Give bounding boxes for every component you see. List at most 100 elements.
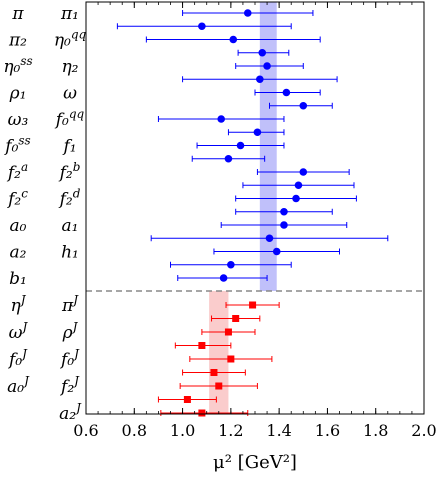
row-label-right: π₁ (60, 4, 79, 24)
blue-datum (157, 115, 285, 123)
row-label-right: h₁ (61, 243, 79, 263)
row-label-left: ηJ (11, 293, 27, 316)
data-point-circle (272, 247, 281, 256)
red-datum (182, 369, 246, 376)
blue-datum (235, 207, 333, 216)
row-label-right: f₁ (61, 137, 76, 157)
blue-datum (191, 154, 266, 163)
data-point-circle (236, 141, 245, 150)
blue-uncertainty-band (259, 2, 277, 291)
data-point-circle (265, 234, 274, 243)
row-label-left: f₀ss (3, 134, 30, 157)
data-point-square (183, 396, 191, 403)
row-label-right: f₀J (59, 347, 80, 370)
data-point-circle (258, 48, 267, 57)
x-tick-label: 1.2 (218, 421, 243, 440)
red-datum (225, 301, 280, 309)
x-tick-label: 0.8 (122, 421, 147, 440)
row-label-right: a₁ (62, 216, 79, 236)
blue-datum (268, 101, 333, 110)
data-point-square (198, 342, 206, 349)
red-datum (189, 355, 273, 363)
x-tick-label: 1.4 (266, 421, 291, 440)
axis-layer: 0.6 0.8 1.0 1.2 1.4 1.6 1.8 2.0 μ² [GeV²] (73, 1, 436, 473)
data-point-circle (217, 115, 225, 123)
data-point-square (227, 355, 235, 363)
marks-layer (116, 9, 389, 417)
x-tick-label: 1.6 (315, 421, 340, 440)
labels-layer: π π₁ π₂ η₀qq η₀ss η₂ ρ₁ ω ω₃ f₀qq f₀ss f₁ f₂a f₂b f₂c f… (3, 4, 86, 424)
blue-datum (242, 181, 355, 190)
blue-datum (254, 88, 321, 97)
blue-datum (182, 9, 314, 17)
row-label-left: ωJ (9, 320, 29, 343)
row-label-left: a₂ (10, 243, 27, 263)
red-datum (179, 382, 258, 390)
data-point-circle (224, 154, 233, 163)
data-point-circle (198, 22, 206, 31)
data-point-circle (263, 62, 271, 70)
data-point-square (215, 382, 223, 390)
row-label-left: f₂c (6, 187, 28, 210)
row-label-right: η₀qq (54, 28, 87, 51)
blue-datum (235, 62, 304, 70)
row-label-right: η₂ (62, 57, 79, 77)
row-label-left: ω₃ (8, 110, 29, 130)
x-tick-label: 1.8 (363, 421, 388, 440)
data-point-square (224, 328, 232, 336)
red-uncertainty-band (209, 291, 229, 414)
red-datum (174, 342, 232, 349)
data-point-circle (227, 260, 235, 269)
blue-datum (182, 75, 338, 84)
plot-frame (85, 1, 425, 415)
blue-datum (145, 35, 321, 44)
data-point-circle (219, 274, 228, 282)
bands-layer (209, 2, 277, 414)
row-label-left: π (11, 4, 24, 24)
row-label-right: f₀qq (54, 107, 85, 130)
row-label-right: ρJ (62, 320, 79, 343)
row-label-left: b₁ (9, 269, 27, 289)
data-point-circle (282, 88, 291, 97)
data-point-circle (243, 9, 252, 17)
row-label-right: ω (63, 84, 77, 104)
row-label-left: f₀J (7, 347, 28, 370)
row-label-right: f₂d (58, 187, 81, 210)
x-tick-label: 1.0 (170, 421, 195, 440)
blue-datum (235, 194, 357, 203)
data-point-circle (229, 35, 238, 44)
data-point-circle (299, 168, 308, 176)
data-point-circle (253, 128, 262, 137)
blue-datum (213, 247, 340, 256)
row-label-left: ρ₁ (9, 84, 27, 104)
data-point-circle (299, 101, 308, 110)
red-datum (160, 409, 249, 417)
x-axis-title: μ² [GeV²] (213, 452, 297, 473)
row-label-left: η₀ss (3, 54, 32, 77)
data-point-square (232, 315, 240, 322)
data-point-circle (280, 221, 288, 229)
red-datum (211, 315, 261, 322)
row-label-left: a₀ (10, 216, 27, 236)
row-label-left: π₂ (8, 31, 27, 51)
blue-datum (177, 274, 268, 282)
row-label-left: a₀J (7, 374, 30, 397)
row-label-left: f₂a (6, 160, 28, 183)
red-datum (201, 328, 256, 336)
blue-datum (170, 260, 292, 269)
blue-datum (196, 141, 285, 150)
data-point-circle (294, 181, 303, 190)
blue-datum (116, 22, 292, 31)
blue-datum (256, 168, 350, 176)
data-point-circle (280, 207, 288, 216)
data-point-square (198, 409, 206, 417)
data-point-square (249, 301, 257, 309)
data-point-circle (292, 194, 300, 203)
x-tick-label: 0.6 (73, 421, 98, 440)
x-tick-label: 2.0 (411, 421, 436, 440)
row-label-right: f₂J (59, 374, 80, 397)
blue-datum (237, 48, 290, 57)
blue-datum (227, 128, 285, 137)
